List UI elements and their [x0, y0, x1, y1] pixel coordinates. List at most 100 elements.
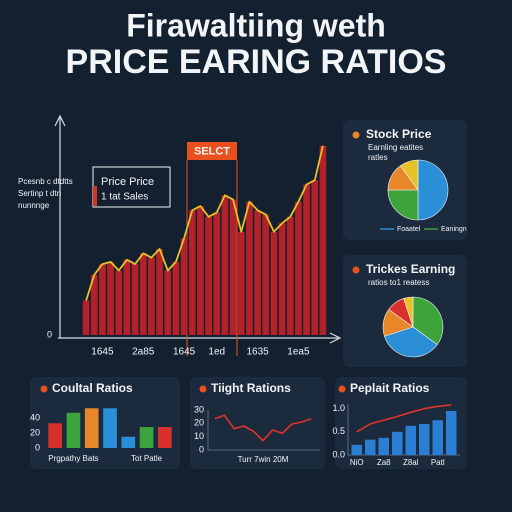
legend-label: Foaatel: [397, 226, 421, 233]
y-tick-label: 40: [30, 412, 40, 422]
bullet: [199, 385, 207, 393]
line: [85, 145, 324, 301]
bar: [246, 201, 253, 335]
page-title: PRICE EARING RATIOS: [66, 43, 447, 81]
bar: [311, 180, 319, 335]
panel: [190, 377, 325, 469]
bar: [378, 437, 390, 455]
pie-slice: [417, 159, 449, 221]
panel-title: Stock Price: [366, 127, 432, 141]
x-tick-label: Prgpathy Bats: [48, 454, 98, 463]
bar: [172, 261, 180, 335]
pie-slice: [412, 296, 444, 346]
highlight-label: SELCT: [194, 145, 230, 157]
bar: [445, 410, 457, 455]
panel-title: Peplait Ratios: [350, 381, 430, 395]
pie-slice: [403, 296, 414, 328]
y-tick-label: 1.0: [332, 403, 345, 413]
bar: [180, 238, 188, 335]
panel-subtitle: Earnling eatites: [368, 143, 423, 152]
x-tick-label: Za8: [377, 458, 391, 467]
bullet: [352, 266, 360, 274]
y-tick-label: 0.0: [332, 449, 345, 459]
x-axis-label: Turr 7win 20M: [238, 455, 289, 464]
annotation-text: Price Price: [101, 176, 154, 188]
bar: [262, 214, 270, 335]
bar: [121, 436, 136, 448]
x-tick-label: Z8al: [403, 458, 419, 467]
bar: [148, 257, 155, 335]
bar: [432, 420, 444, 455]
bar: [139, 253, 147, 335]
bar: [115, 270, 123, 335]
bar: [303, 184, 310, 335]
bar: [103, 408, 117, 448]
bar: [418, 423, 430, 455]
x-tick-label: 1645: [91, 347, 114, 358]
bar: [123, 259, 131, 335]
bar: [158, 427, 172, 448]
annotation-text: 1 tat Sales: [101, 192, 148, 203]
bullet: [352, 131, 360, 139]
bar: [131, 264, 139, 335]
bar: [213, 212, 221, 335]
pie-slice: [387, 189, 419, 221]
panel-subtitle: ratios to1 reatess: [368, 278, 429, 287]
bar: [164, 270, 172, 335]
annotation-marker: [93, 186, 97, 206]
x-tick-label: NiO: [350, 458, 364, 467]
bar: [107, 261, 114, 335]
pie-slice: [384, 326, 438, 358]
panel-title: Coultal Ratios: [52, 381, 133, 395]
page-title: Firawaltiing weth: [126, 7, 386, 43]
y-tick-label: 20: [30, 427, 40, 437]
y-axis-label: Sertinp t dtn: [18, 189, 61, 198]
bar: [319, 145, 327, 335]
panel-title: Trickes Earning: [366, 262, 455, 276]
bar: [197, 206, 204, 335]
bar: [84, 408, 99, 448]
y-tick-label: 10: [194, 431, 204, 441]
x-tick-label: Patl: [431, 458, 445, 467]
y-axis-label: nunnnge: [18, 201, 50, 210]
bar: [237, 231, 245, 335]
annotation-box: [92, 166, 171, 208]
bar: [405, 425, 417, 455]
highlight-tag: [187, 142, 237, 160]
y-tick-label: 30: [194, 404, 204, 414]
x-tick-label: 1645: [173, 347, 196, 358]
bar: [139, 427, 154, 448]
panel-title: Tiight Rations: [211, 381, 291, 395]
legend-label: Eaningn: [441, 226, 467, 233]
bar: [270, 231, 278, 335]
x-tick-label: 1ed: [208, 347, 225, 358]
x-tick-label: 2a85: [132, 347, 155, 358]
bar: [48, 423, 62, 448]
y-tick-label: 0: [35, 442, 40, 452]
x-tick-label: Tot Patle: [131, 454, 163, 463]
bullet: [338, 385, 346, 393]
bar: [205, 216, 212, 335]
bar: [286, 216, 294, 335]
bullet: [40, 385, 48, 393]
x-axis: [58, 332, 342, 344]
y-tick-label: 20: [194, 418, 204, 428]
x-tick-label: 1635: [246, 347, 269, 358]
bar: [90, 274, 98, 335]
y-axis-label: Pcesnb c dtdtts: [18, 177, 73, 186]
bar: [295, 201, 302, 335]
bar: [82, 300, 90, 335]
bar: [156, 249, 163, 335]
bar: [229, 199, 237, 335]
bar: [351, 444, 363, 455]
line: [356, 404, 452, 433]
pie-slice: [399, 159, 419, 191]
y-tick-label: 0.5: [332, 426, 345, 436]
y-tick-label: 0: [47, 329, 52, 339]
bar: [66, 412, 81, 448]
bar: [391, 431, 403, 455]
bar: [278, 223, 286, 335]
axis: [207, 410, 320, 451]
bar: [254, 210, 261, 335]
